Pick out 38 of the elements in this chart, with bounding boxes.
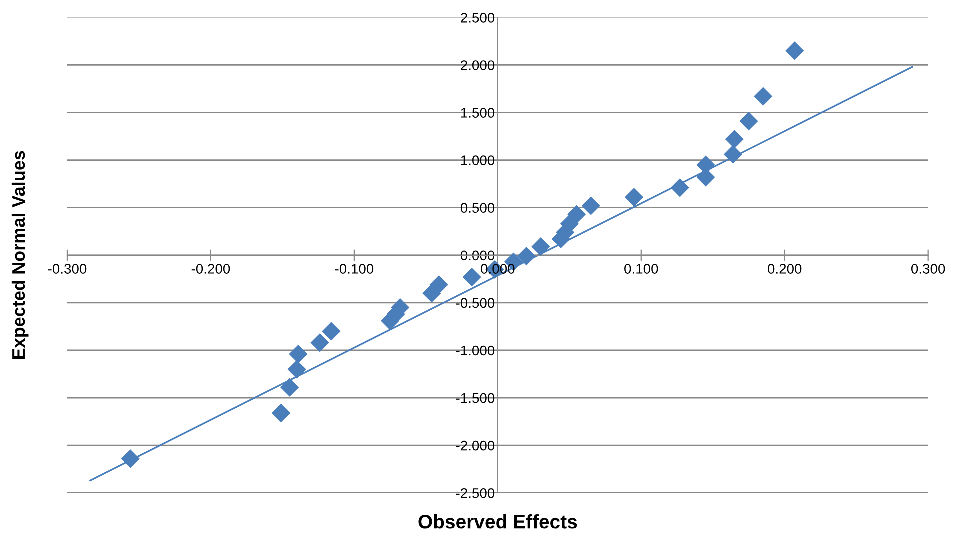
point	[624, 188, 644, 207]
point	[289, 344, 308, 364]
point	[280, 378, 300, 397]
point	[582, 196, 600, 216]
point	[568, 205, 586, 224]
y-tick-label: 2.500	[461, 13, 495, 23]
y-tick-label: -2.000	[456, 440, 495, 451]
point	[272, 404, 291, 423]
point	[725, 130, 744, 149]
x-tick-label: 0.200	[768, 264, 802, 274]
point	[288, 360, 306, 379]
point	[786, 42, 804, 60]
y-axis-title: Expected Normal Values	[12, 151, 29, 360]
y-tick-label: 1.000	[461, 156, 495, 166]
x-axis-title: Observed Effects	[418, 514, 578, 529]
y-tick-label: 2.000	[461, 60, 495, 70]
point	[121, 450, 140, 468]
x-tick-label: -0.200	[192, 264, 230, 274]
y-tick-label: -1.500	[456, 393, 495, 404]
x-tick-label: -0.300	[48, 264, 87, 274]
y-tick-label: 1.500	[461, 108, 495, 118]
y-tick-label: -0.500	[456, 298, 495, 308]
y-tick-label: -1.000	[456, 346, 495, 356]
point	[517, 247, 536, 266]
point	[740, 112, 758, 131]
x-tick-label: 0.300	[912, 264, 946, 274]
point	[322, 322, 341, 341]
point	[532, 238, 550, 256]
point	[430, 276, 448, 294]
x-tick-label: 0.100	[624, 264, 658, 274]
point	[724, 145, 743, 164]
point	[670, 178, 690, 198]
point	[310, 334, 330, 352]
y-tick-label: 0.500	[460, 203, 495, 214]
x-tick-label: -0.100	[335, 264, 374, 274]
point	[462, 268, 482, 287]
point	[754, 87, 773, 106]
y-tick-label: -2.500	[456, 488, 495, 498]
